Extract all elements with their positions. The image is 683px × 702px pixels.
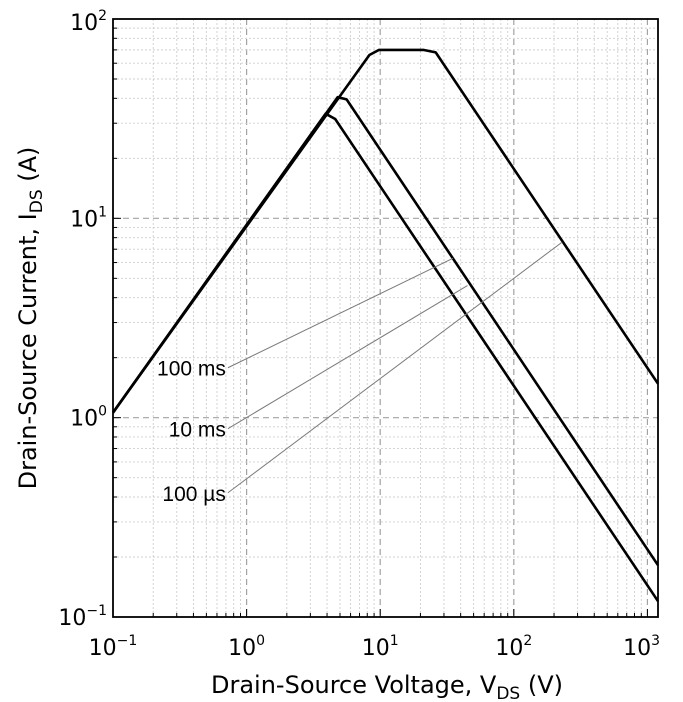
tick-labels: 10−1 100 101 102 103 10−1 100 101 102 [58, 8, 660, 661]
grid-lines [113, 19, 658, 617]
annotation-leader-line [227, 257, 454, 369]
annotation-leader-line [227, 285, 468, 430]
x-tick-label: 102 [495, 633, 532, 661]
annotation-label: 100 ms [157, 358, 226, 381]
annotation-label: 100 µs [162, 483, 225, 506]
series-line-100-ms [111, 112, 660, 602]
x-axis-title: Drain-Source Voltage, VDS (V) [211, 671, 563, 702]
annotations: 100 ms 10 ms 100 µs [157, 241, 563, 506]
annotation-label: 10 ms [169, 419, 226, 442]
x-tick-label: 103 [623, 633, 660, 661]
tick-marks [112, 18, 648, 618]
y-axis-title: Drain-Source Current, IDS (A) [14, 147, 47, 490]
x-tick-label: 10−1 [89, 633, 138, 661]
series-lines [111, 48, 660, 602]
y-tick-label: 102 [70, 8, 107, 36]
annotation-leader-line [227, 241, 563, 494]
x-tick-label: 100 [228, 633, 265, 661]
plot-frame [112, 18, 659, 618]
x-tick-label: 101 [362, 633, 399, 661]
y-tick-label: 10−1 [58, 603, 107, 631]
y-tick-label: 100 [70, 404, 107, 432]
y-tick-label: 101 [70, 204, 107, 232]
